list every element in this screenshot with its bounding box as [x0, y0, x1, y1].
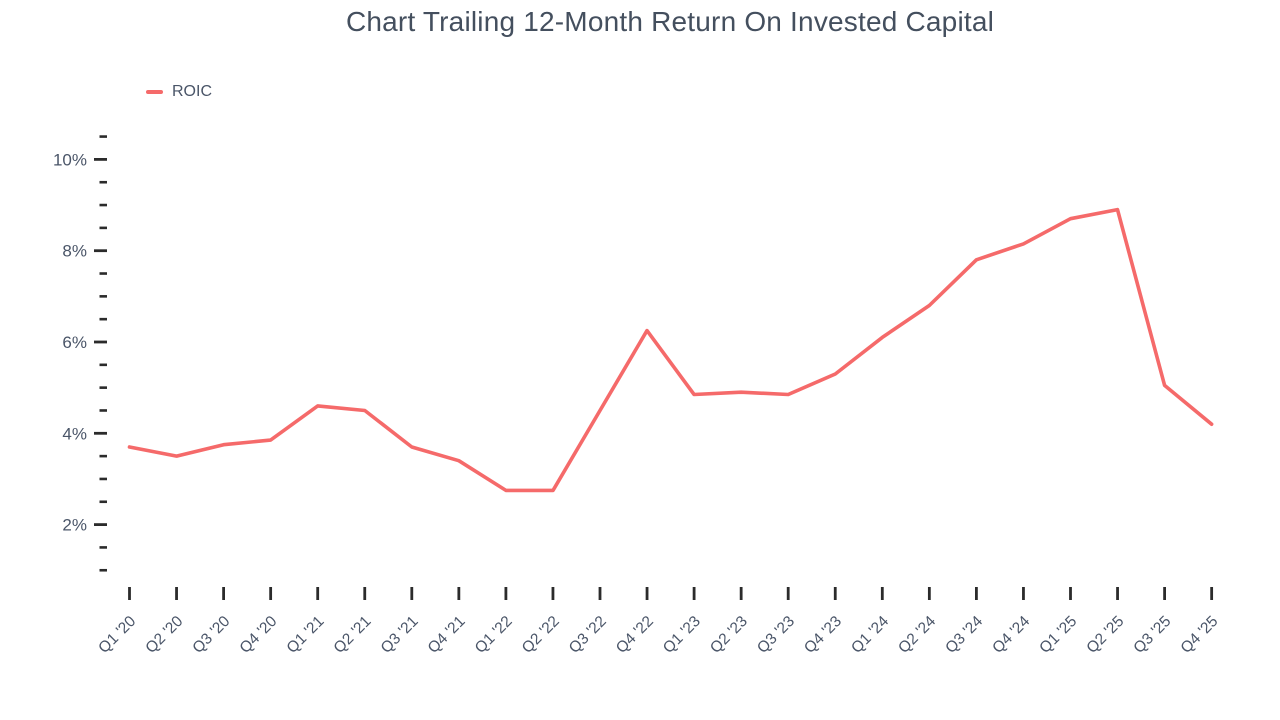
- x-axis-tick-label: Q2 '25: [1083, 613, 1127, 657]
- y-axis-tick-label: 4%: [62, 424, 87, 443]
- x-axis-tick-label: Q1 '21: [284, 613, 328, 657]
- x-axis-tick-label: Q1 '25: [1036, 613, 1080, 657]
- x-axis-tick-label: Q4 '20: [237, 613, 281, 657]
- x-axis-tick-label: Q2 '22: [519, 613, 563, 657]
- x-axis-tick-label: Q3 '21: [378, 613, 422, 657]
- x-axis-tick-label: Q2 '20: [142, 613, 186, 657]
- y-axis-tick-label: 6%: [62, 333, 87, 352]
- chart-title: Chart Trailing 12-Month Return On Invest…: [345, 6, 995, 37]
- y-axis-tick-label: 10%: [53, 150, 87, 169]
- legend-line-swatch: [146, 90, 163, 94]
- x-axis-tick-label: Q4 '21: [425, 613, 469, 657]
- y-axis-tick-label: 8%: [62, 242, 87, 261]
- x-axis-tick-label: Q4 '24: [989, 613, 1033, 657]
- x-axis-tick-label: Q1 '20: [95, 613, 139, 657]
- x-axis-tick-label: Q3 '22: [566, 613, 610, 657]
- legend: ROIC: [146, 83, 212, 101]
- x-axis-tick-label: Q2 '24: [895, 613, 939, 657]
- x-axis-tick-label: Q1 '23: [660, 613, 704, 657]
- x-axis-tick-label: Q4 '22: [613, 613, 657, 657]
- x-axis-tick-label: Q2 '23: [707, 613, 751, 657]
- x-axis-tick-label: Q3 '24: [942, 613, 986, 657]
- x-axis-tick-label: Q1 '24: [848, 613, 892, 657]
- x-axis-tick-label: Q3 '20: [189, 613, 233, 657]
- legend-label-roic: ROIC: [172, 83, 212, 100]
- series-line-roic: [127, 207, 1214, 493]
- y-axis-tick-label: 2%: [62, 516, 87, 535]
- x-axis-tick-label: Q2 '21: [331, 613, 375, 657]
- x-axis-tick-label: Q4 '25: [1178, 613, 1222, 657]
- x-axis-tick-label: Q4 '23: [801, 613, 845, 657]
- x-axis-tick-label: Q3 '25: [1130, 613, 1174, 657]
- x-axis-tick-label: Q1 '22: [472, 613, 516, 657]
- x-axis-tick-label: Q3 '23: [754, 613, 798, 657]
